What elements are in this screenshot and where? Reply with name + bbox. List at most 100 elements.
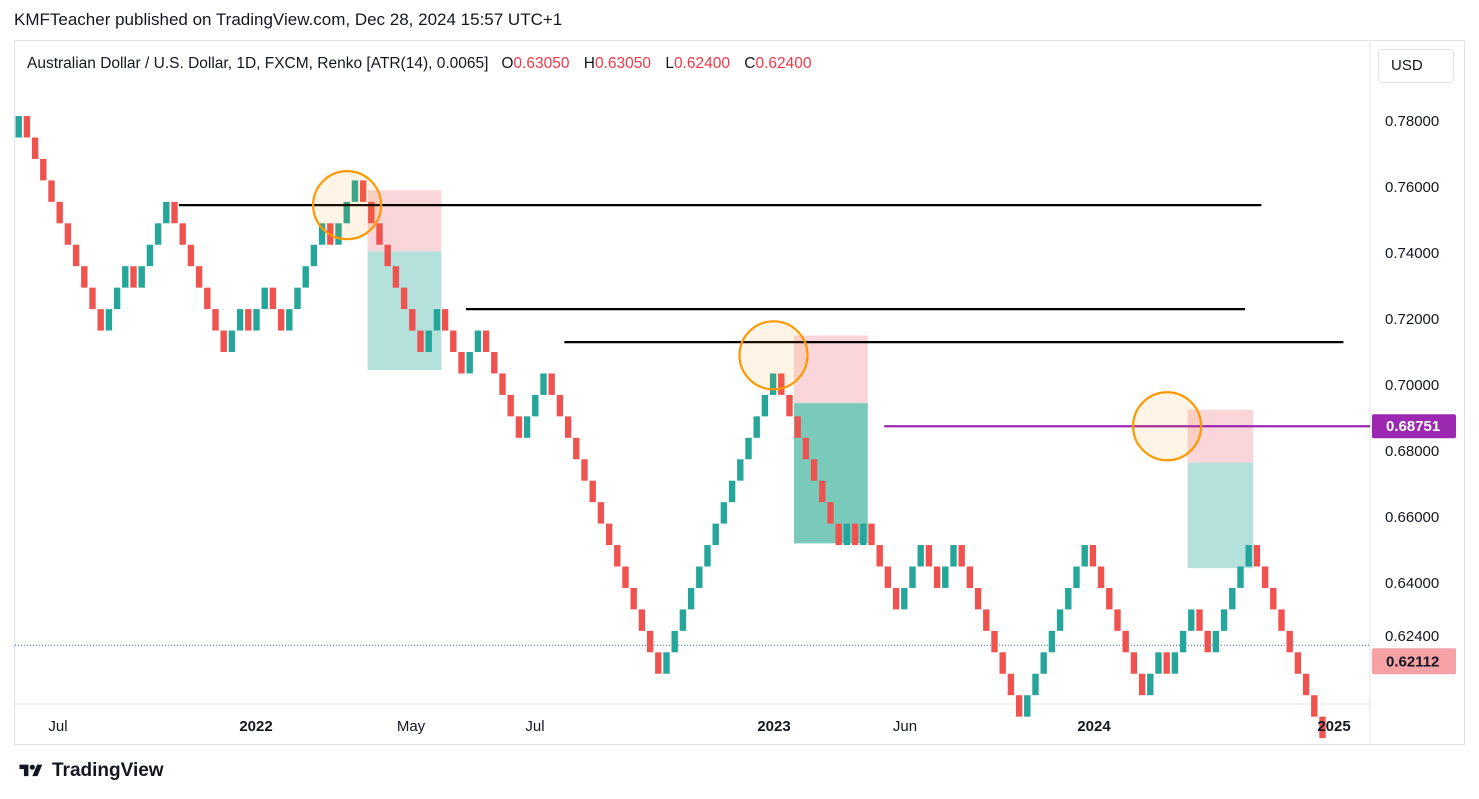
- up-brick: [466, 352, 473, 374]
- stop-loss-zone-3: [1187, 409, 1254, 463]
- chart-frame: [14, 40, 1465, 745]
- current-price-badge-label: 0.62112: [1386, 653, 1439, 670]
- down-brick: [23, 116, 31, 138]
- down-brick: [1286, 630, 1293, 653]
- up-brick: [1056, 609, 1064, 631]
- down-brick: [31, 137, 39, 159]
- down-brick: [605, 523, 613, 546]
- time-axis-ticks: Jul 2022 May Jul 2023 Jun 2024 2025: [48, 718, 1350, 735]
- down-brick: [81, 266, 88, 288]
- up-brick: [1155, 652, 1162, 674]
- down-brick: [638, 609, 646, 631]
- up-brick: [1065, 587, 1072, 610]
- high-label: H: [583, 55, 595, 72]
- close-value: 0.62400: [755, 55, 812, 72]
- down-brick: [802, 437, 810, 460]
- down-brick: [564, 416, 572, 438]
- up-brick: [532, 394, 539, 417]
- down-brick: [56, 201, 63, 224]
- open-label: O: [501, 55, 514, 72]
- down-brick: [1097, 566, 1105, 588]
- down-brick: [925, 545, 933, 567]
- up-brick: [474, 330, 482, 352]
- down-brick: [507, 394, 514, 417]
- up-brick: [1237, 566, 1244, 588]
- down-brick: [64, 223, 72, 245]
- down-brick: [171, 201, 178, 224]
- up-brick: [712, 523, 719, 546]
- up-brick: [261, 287, 268, 310]
- down-brick: [786, 394, 793, 417]
- up-brick: [523, 416, 531, 438]
- tradingview-logo-icon: [19, 764, 43, 777]
- up-brick: [15, 116, 22, 138]
- down-brick: [40, 158, 47, 181]
- currency-button[interactable]: USD: [1378, 49, 1454, 83]
- price-tick-label: 0.62400: [1385, 628, 1439, 645]
- current-price-badge: 0.62112: [1372, 648, 1456, 675]
- publisher-line: KMFTeacher published on TradingView.com,…: [14, 10, 563, 29]
- close-label: C: [744, 55, 756, 72]
- up-brick: [687, 587, 695, 610]
- down-brick: [819, 480, 826, 503]
- up-brick: [253, 309, 260, 331]
- down-brick: [1278, 609, 1285, 631]
- up-brick: [335, 223, 342, 245]
- up-brick: [761, 394, 769, 417]
- down-brick: [958, 545, 965, 567]
- down-brick: [622, 566, 629, 588]
- down-brick: [1253, 545, 1261, 567]
- down-brick: [556, 394, 564, 417]
- open-value: 0.63050: [513, 55, 570, 72]
- down-brick: [1089, 545, 1097, 567]
- time-tick-label: Jun: [893, 718, 917, 735]
- up-brick: [146, 244, 154, 267]
- price-axis-ticks: 0.78000 0.76000 0.74000 0.72000 0.70000 0.680…: [1385, 113, 1439, 645]
- footer-brand[interactable]: TradingView: [16, 760, 164, 782]
- down-brick: [614, 545, 621, 567]
- level-price-badge: 0.68751: [1372, 414, 1456, 439]
- down-brick: [1302, 673, 1310, 696]
- down-brick: [933, 566, 941, 588]
- up-brick: [909, 566, 916, 588]
- down-brick: [1015, 695, 1023, 717]
- down-brick: [778, 373, 785, 395]
- down-brick: [269, 287, 277, 310]
- up-brick: [138, 266, 145, 288]
- down-brick: [892, 587, 900, 610]
- down-brick: [130, 266, 137, 288]
- up-brick: [1073, 566, 1080, 588]
- up-brick: [286, 309, 293, 331]
- up-brick: [1081, 545, 1088, 567]
- up-brick: [228, 330, 236, 352]
- up-brick: [728, 480, 736, 503]
- down-brick: [1163, 652, 1170, 674]
- down-brick: [376, 223, 383, 245]
- down-brick: [1007, 673, 1015, 696]
- down-brick: [1138, 673, 1146, 696]
- up-brick: [433, 309, 441, 331]
- up-brick: [942, 566, 949, 588]
- price-tick-label: 0.78000: [1385, 113, 1439, 130]
- time-tick-label: 2022: [239, 718, 272, 735]
- time-tick-label: Jul: [525, 718, 544, 735]
- up-brick: [1220, 609, 1228, 631]
- up-brick: [679, 609, 687, 631]
- price-tick-label: 0.76000: [1385, 179, 1439, 196]
- price-tick-label: 0.68000: [1385, 443, 1439, 460]
- symbol-text: Australian Dollar / U.S. Dollar, 1D, FXC…: [27, 55, 489, 72]
- up-brick: [663, 652, 670, 674]
- time-tick-label: 2024: [1077, 718, 1111, 735]
- down-brick: [245, 309, 252, 331]
- up-brick: [105, 309, 113, 331]
- up-brick: [294, 287, 301, 310]
- up-brick: [1188, 609, 1195, 631]
- down-brick: [827, 502, 834, 524]
- up-brick: [122, 266, 129, 288]
- down-brick: [384, 244, 391, 267]
- up-brick: [1171, 652, 1179, 674]
- up-brick: [540, 373, 547, 395]
- down-brick: [1122, 630, 1129, 653]
- low-label: L: [665, 55, 674, 72]
